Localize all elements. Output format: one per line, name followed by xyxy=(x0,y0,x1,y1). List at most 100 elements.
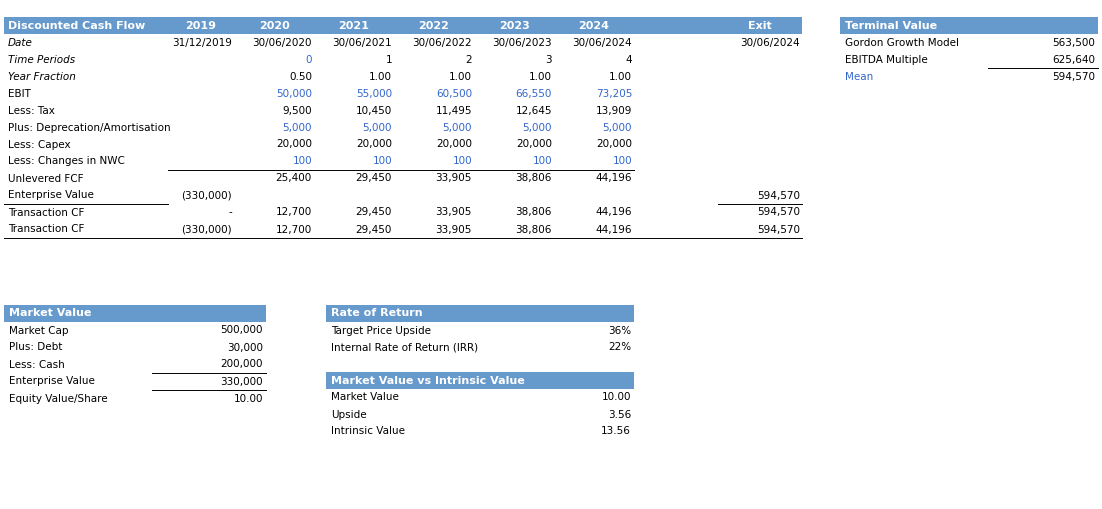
Text: Plus: Debt: Plus: Debt xyxy=(9,343,63,353)
Text: 12,645: 12,645 xyxy=(516,105,552,116)
Text: 5,000: 5,000 xyxy=(363,123,392,132)
Text: 30/06/2023: 30/06/2023 xyxy=(493,38,552,47)
Text: Year Fraction: Year Fraction xyxy=(8,71,76,81)
Text: 38,806: 38,806 xyxy=(516,224,552,235)
Text: Gordon Growth Model: Gordon Growth Model xyxy=(845,38,959,47)
Text: Less: Capex: Less: Capex xyxy=(8,139,71,150)
Text: 31/12/2019: 31/12/2019 xyxy=(172,38,233,47)
Bar xyxy=(4,305,266,322)
Text: 100: 100 xyxy=(613,156,633,166)
Text: 3: 3 xyxy=(545,54,552,65)
Text: 30/06/2021: 30/06/2021 xyxy=(333,38,392,47)
Text: Market Cap: Market Cap xyxy=(9,325,68,335)
Bar xyxy=(4,17,802,34)
Text: 44,196: 44,196 xyxy=(595,208,633,217)
Text: 25,400: 25,400 xyxy=(276,174,312,184)
Text: Enterprise Value: Enterprise Value xyxy=(8,190,94,201)
Text: Transaction CF: Transaction CF xyxy=(8,224,85,235)
Text: Market Value vs Intrinsic Value: Market Value vs Intrinsic Value xyxy=(331,376,525,385)
Text: 100: 100 xyxy=(372,156,392,166)
Text: 33,905: 33,905 xyxy=(435,224,472,235)
Text: Market Value: Market Value xyxy=(331,392,399,403)
Text: 594,570: 594,570 xyxy=(1052,71,1095,81)
Text: 100: 100 xyxy=(532,156,552,166)
Text: Time Periods: Time Periods xyxy=(8,54,75,65)
Text: Market Value: Market Value xyxy=(9,308,91,319)
Text: 594,570: 594,570 xyxy=(757,224,800,235)
Text: 100: 100 xyxy=(292,156,312,166)
Text: 13,909: 13,909 xyxy=(595,105,633,116)
Text: Terminal Value: Terminal Value xyxy=(845,20,937,31)
Text: 55,000: 55,000 xyxy=(356,89,392,99)
Text: 500,000: 500,000 xyxy=(220,325,263,335)
Text: 20,000: 20,000 xyxy=(276,139,312,150)
Bar xyxy=(326,372,634,389)
Text: 1.00: 1.00 xyxy=(369,71,392,81)
Text: 44,196: 44,196 xyxy=(595,224,633,235)
Text: Mean: Mean xyxy=(845,71,873,81)
Text: 38,806: 38,806 xyxy=(516,208,552,217)
Text: 12,700: 12,700 xyxy=(276,208,312,217)
Text: 594,570: 594,570 xyxy=(757,208,800,217)
Text: 1.00: 1.00 xyxy=(449,71,472,81)
Text: 0.50: 0.50 xyxy=(289,71,312,81)
Text: Plus: Deprecation/Amortisation: Plus: Deprecation/Amortisation xyxy=(8,123,171,132)
Text: 30,000: 30,000 xyxy=(227,343,263,353)
Text: 13.56: 13.56 xyxy=(601,427,631,437)
Text: 10,450: 10,450 xyxy=(356,105,392,116)
Text: 1.00: 1.00 xyxy=(609,71,633,81)
Text: Unlevered FCF: Unlevered FCF xyxy=(8,174,84,184)
Text: 200,000: 200,000 xyxy=(220,359,263,370)
Text: 20,000: 20,000 xyxy=(356,139,392,150)
Bar xyxy=(326,305,634,322)
Text: 36%: 36% xyxy=(608,325,631,335)
Text: 563,500: 563,500 xyxy=(1052,38,1095,47)
Text: 2019: 2019 xyxy=(185,20,216,31)
Text: 10.00: 10.00 xyxy=(234,393,263,404)
Text: Date: Date xyxy=(8,38,33,47)
Text: 29,450: 29,450 xyxy=(356,174,392,184)
Text: 60,500: 60,500 xyxy=(436,89,472,99)
Text: 330,000: 330,000 xyxy=(220,377,263,386)
Text: Less: Changes in NWC: Less: Changes in NWC xyxy=(8,156,125,166)
Text: 2023: 2023 xyxy=(498,20,529,31)
Text: 38,806: 38,806 xyxy=(516,174,552,184)
Text: 2020: 2020 xyxy=(259,20,290,31)
Text: Internal Rate of Return (IRR): Internal Rate of Return (IRR) xyxy=(331,343,478,353)
Text: 73,205: 73,205 xyxy=(595,89,633,99)
Text: Exit: Exit xyxy=(748,20,771,31)
Text: 2024: 2024 xyxy=(579,20,609,31)
Text: Less: Cash: Less: Cash xyxy=(9,359,65,370)
Text: 29,450: 29,450 xyxy=(356,208,392,217)
Text: 20,000: 20,000 xyxy=(516,139,552,150)
Text: 20,000: 20,000 xyxy=(596,139,633,150)
Text: 9,500: 9,500 xyxy=(282,105,312,116)
Text: 50,000: 50,000 xyxy=(276,89,312,99)
Text: 0: 0 xyxy=(305,54,312,65)
Text: 30/06/2022: 30/06/2022 xyxy=(412,38,472,47)
Text: 33,905: 33,905 xyxy=(435,174,472,184)
Text: 5,000: 5,000 xyxy=(282,123,312,132)
Text: 5,000: 5,000 xyxy=(443,123,472,132)
Text: 11,495: 11,495 xyxy=(435,105,472,116)
Text: 625,640: 625,640 xyxy=(1052,54,1095,65)
Text: 5,000: 5,000 xyxy=(603,123,633,132)
Text: 66,550: 66,550 xyxy=(516,89,552,99)
Text: -: - xyxy=(228,208,233,217)
Text: 5,000: 5,000 xyxy=(522,123,552,132)
Text: (330,000): (330,000) xyxy=(182,224,233,235)
Text: 29,450: 29,450 xyxy=(356,224,392,235)
Text: 22%: 22% xyxy=(608,343,631,353)
Text: 1: 1 xyxy=(386,54,392,65)
Text: 30/06/2024: 30/06/2024 xyxy=(741,38,800,47)
Text: (330,000): (330,000) xyxy=(182,190,233,201)
Text: Enterprise Value: Enterprise Value xyxy=(9,377,95,386)
Text: Discounted Cash Flow: Discounted Cash Flow xyxy=(8,20,145,31)
Text: 2022: 2022 xyxy=(419,20,450,31)
Text: EBIT: EBIT xyxy=(8,89,31,99)
Text: 10.00: 10.00 xyxy=(602,392,631,403)
Text: 20,000: 20,000 xyxy=(436,139,472,150)
Text: 33,905: 33,905 xyxy=(435,208,472,217)
Text: Transaction CF: Transaction CF xyxy=(8,208,85,217)
Text: Intrinsic Value: Intrinsic Value xyxy=(331,427,406,437)
